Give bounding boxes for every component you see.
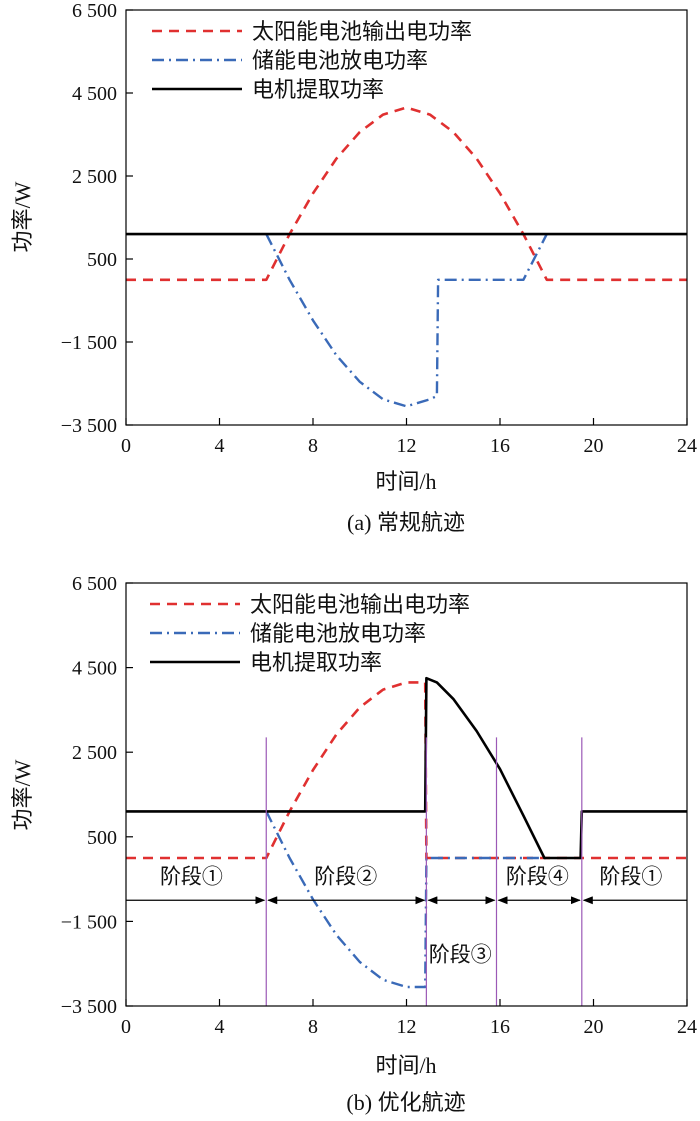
y-tick-label: −3 500 <box>61 996 117 1018</box>
y-tick-label: −3 500 <box>61 415 117 437</box>
series-line-1 <box>126 106 687 282</box>
x-tick-label: 24 <box>677 435 697 457</box>
caption-a: (a) 常规航迹 <box>347 510 465 535</box>
legend-a: 太阳能电池输出电功率 储能电池放电功率 电机提取功率 <box>152 19 472 102</box>
legend-label-motor-b: 电机提取功率 <box>250 650 382 675</box>
series-layer-b <box>126 676 687 989</box>
y-tick-label: 6 500 <box>72 0 117 22</box>
x-axis-label-a: 时间/h <box>375 469 436 494</box>
chart-panel-a: −3 500 −1 500 500 2 500 4 500 6 500 0 4 8 12 16 20… <box>10 0 697 535</box>
y-tick-label: 4 500 <box>72 658 117 680</box>
legend-label-solar-a: 太阳能电池输出电功率 <box>252 19 472 44</box>
x-tick-label: 24 <box>677 1016 697 1038</box>
x-ticks-b: 0 4 8 12 16 20 24 <box>121 999 697 1038</box>
x-tick-label: 12 <box>397 1016 417 1038</box>
y-tick-label: 500 <box>87 827 117 849</box>
stage-label: 阶段① <box>599 864 662 888</box>
y-axis-label-a: 功率/W <box>10 181 35 252</box>
x-axis-label-b: 时间/h <box>375 1053 436 1078</box>
x-tick-label: 20 <box>584 1016 604 1038</box>
x-tick-label: 0 <box>121 1016 131 1038</box>
stage-label: 阶段④ <box>506 864 569 888</box>
y-axis-label-b: 功率/W <box>10 759 35 830</box>
caption-b: (b) 优化航迹 <box>346 1090 465 1115</box>
stage-label: 阶段③ <box>429 943 492 967</box>
stage-layer-b: 阶段① 阶段② 阶段③ 阶段④ 阶段① <box>126 737 687 1006</box>
stage-label: 阶段② <box>314 864 377 888</box>
y-tick-label: −1 500 <box>61 911 117 933</box>
y-tick-label: 500 <box>87 249 117 271</box>
y-ticks-a: −3 500 −1 500 500 2 500 4 500 6 500 <box>61 0 133 437</box>
legend-label-motor-a: 电机提取功率 <box>252 77 384 102</box>
y-tick-label: 6 500 <box>72 573 117 595</box>
x-tick-label: 20 <box>584 435 604 457</box>
plot-frame-b <box>125 582 688 1007</box>
x-tick-label: 4 <box>215 1016 225 1038</box>
x-ticks-a: 0 4 8 12 16 20 24 <box>121 418 697 457</box>
legend-label-solar-b: 太阳能电池输出电功率 <box>250 592 470 617</box>
x-tick-label: 4 <box>215 435 225 457</box>
y-tick-label: 4 500 <box>72 83 117 105</box>
x-tick-label: 8 <box>308 1016 318 1038</box>
y-tick-label: 2 500 <box>72 742 117 764</box>
y-tick-label: 2 500 <box>72 166 117 188</box>
legend-b: 太阳能电池输出电功率 储能电池放电功率 电机提取功率 <box>150 592 470 675</box>
legend-label-battery-a: 储能电池放电功率 <box>252 48 428 73</box>
series-line-1 <box>126 681 687 860</box>
y-ticks-b: −3 500 −1 500 500 2 500 4 500 6 500 <box>61 573 133 1018</box>
series-line-2 <box>265 233 548 408</box>
stage-label: 阶段① <box>160 864 223 888</box>
y-tick-label: −1 500 <box>61 332 117 354</box>
series-line-2 <box>265 810 547 989</box>
series-layer-a <box>126 106 687 408</box>
x-tick-label: 16 <box>490 1016 510 1038</box>
x-tick-label: 16 <box>490 435 510 457</box>
chart-panel-b: 阶段① 阶段② 阶段③ 阶段④ 阶段① −3 500 −1 500 500 2 500 4 50… <box>10 573 697 1115</box>
legend-label-battery-b: 储能电池放电功率 <box>250 621 426 646</box>
x-tick-label: 12 <box>397 435 417 457</box>
series-line-3 <box>126 676 687 860</box>
x-tick-label: 0 <box>121 435 131 457</box>
x-tick-label: 8 <box>308 435 318 457</box>
